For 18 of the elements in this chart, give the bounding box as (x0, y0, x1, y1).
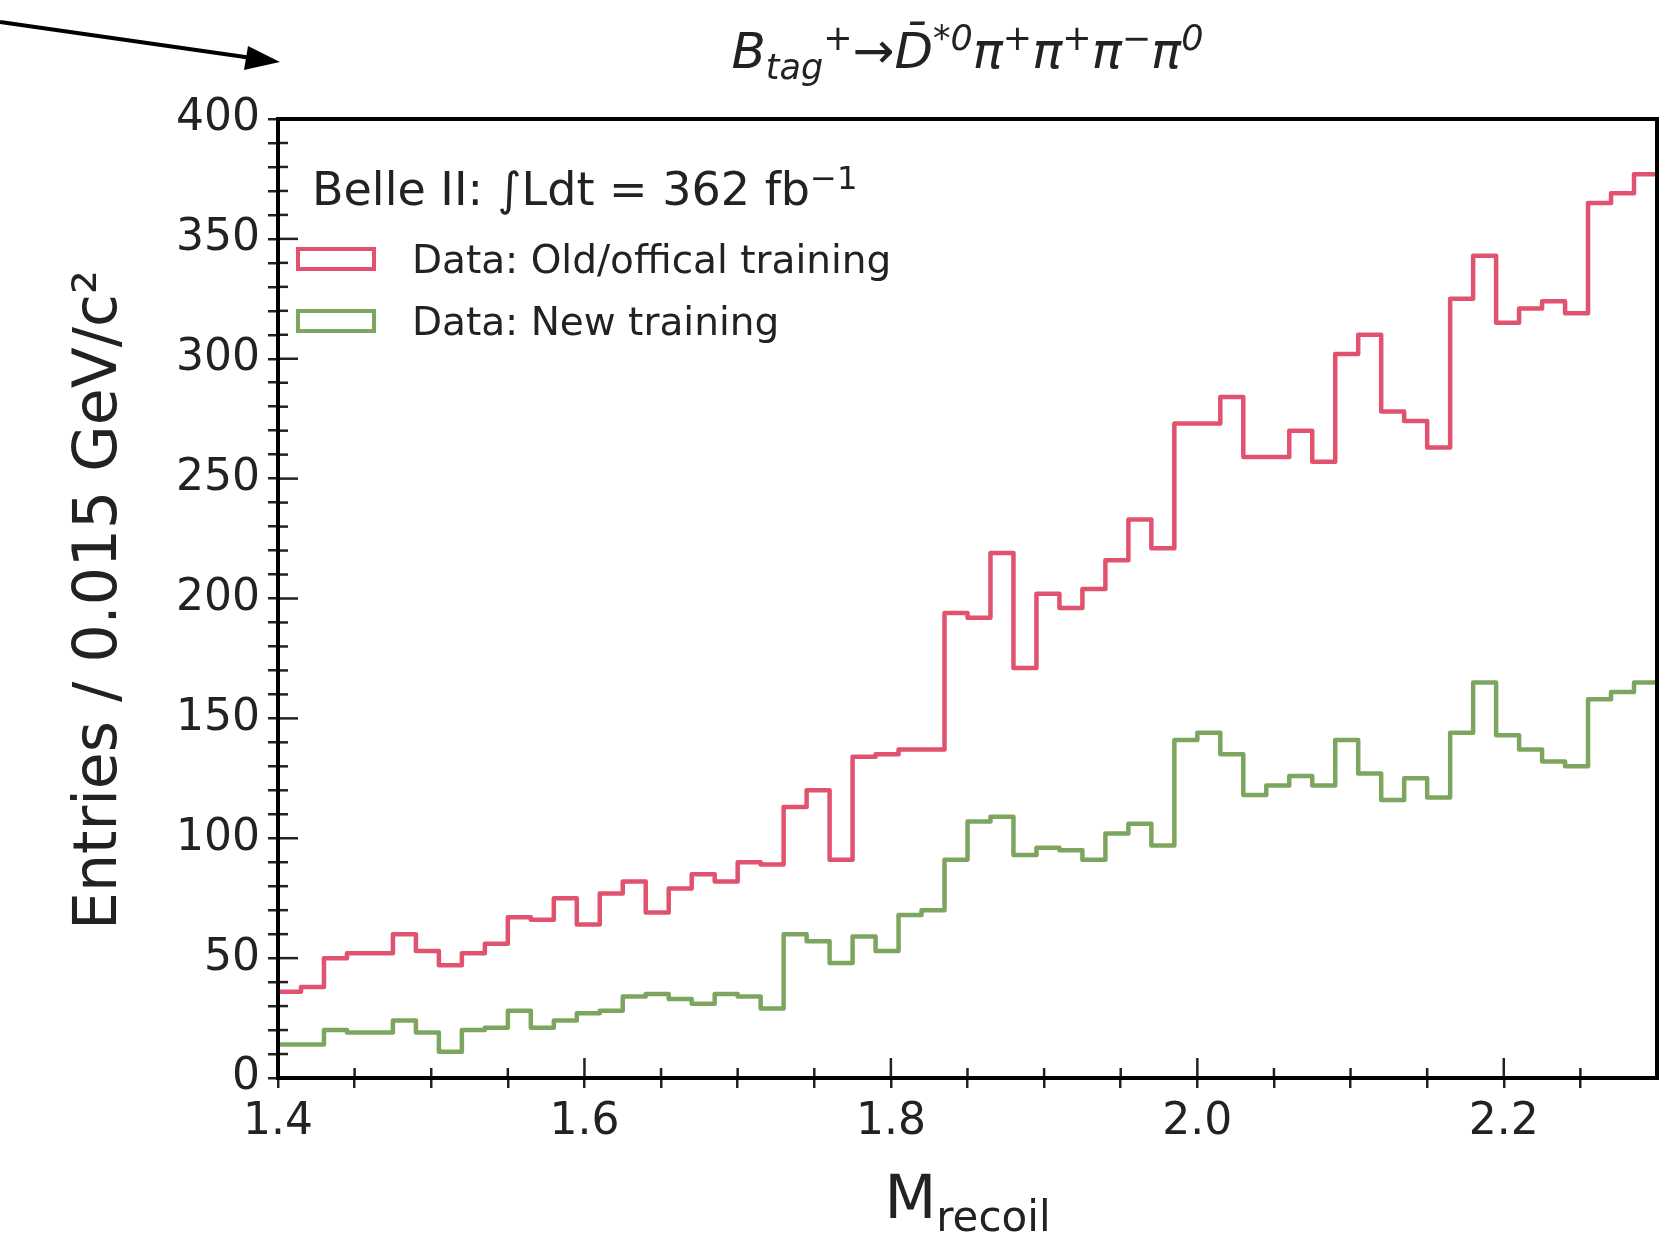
legend-label: Data: Old/offical training (412, 236, 892, 282)
x-tick-label: 1.8 (855, 1092, 926, 1144)
y-tick-label: 200 (176, 568, 260, 620)
y-tick-label: 350 (176, 209, 260, 261)
x-tick-label: 2.0 (1162, 1092, 1233, 1144)
x-tick-label: 1.6 (549, 1092, 620, 1144)
chart-title: B$_{tag}$$^{+}$→D̄$^{*0}$π$^{+}$π$^{+}$π$^{−}$π$^{0}$ (731, 18, 1204, 87)
y-axis-title: Entries / 0.015 GeV/c² (60, 270, 130, 930)
y-tick-label: 50 (204, 928, 260, 980)
x-axis-title: M$_{recoil}$ (884, 1162, 1051, 1240)
legend-label: Data: New training (412, 298, 780, 344)
y-tick-label: 400 (176, 89, 260, 141)
y-tick-label: 100 (176, 808, 260, 860)
x-tick-label: 2.2 (1468, 1092, 1539, 1144)
y-tick-label: 150 (176, 688, 260, 740)
annotation: Belle II: ∫Ldt = 362 fb$^{−1}$ (312, 159, 859, 217)
y-tick-label: 300 (176, 329, 260, 381)
y-tick-label: 250 (176, 449, 260, 501)
